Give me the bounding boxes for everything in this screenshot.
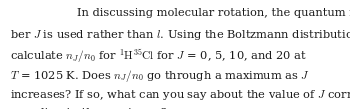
Text: calculate $n_J/n_0$ for $\mathrm{{}^1H^{35}Cl}$ for $J$ = 0, 5, 10, and 20 at: calculate $n_J/n_0$ for $\mathrm{{}^1H^{… [10,48,307,66]
Text: $T$ = 1025 K. Does $n_J/n_0$ go through a maximum as $J$: $T$ = 1025 K. Does $n_J/n_0$ go through … [10,68,310,84]
Text: increases? If so, what can you say about the value of $J$ corre-: increases? If so, what can you say about… [10,88,350,102]
Text: ber $J$ is used rather than $l$. Using the Boltzmann distribution,: ber $J$ is used rather than $l$. Using t… [10,28,350,42]
Text: In discussing molecular rotation, the quantum num-: In discussing molecular rotation, the qu… [77,8,350,18]
Text: sponding to the maximum?: sponding to the maximum? [10,108,168,109]
